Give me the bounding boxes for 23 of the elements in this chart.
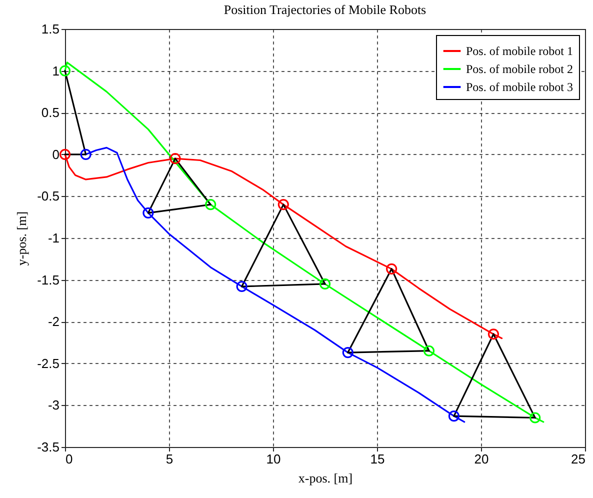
y-tick-label: -3.5 bbox=[37, 440, 60, 454]
legend-label: Pos. of mobile robot 3 bbox=[466, 80, 573, 94]
x-tick-label: 20 bbox=[474, 452, 489, 466]
y-tick-label: 1 bbox=[52, 63, 60, 78]
chart-title: Position Trajectories of Mobile Robots bbox=[224, 2, 426, 17]
y-tick-label: 0.5 bbox=[41, 105, 60, 120]
y-tick-label: 0 bbox=[52, 146, 60, 162]
x-tick-label: 10 bbox=[266, 452, 281, 466]
y-tick-label: -1.5 bbox=[37, 272, 60, 288]
y-tick-label: -2 bbox=[48, 314, 60, 330]
y-tick-label: -1 bbox=[48, 230, 60, 246]
y-tick-label: 1.5 bbox=[41, 22, 60, 36]
y-tick-label: -2.5 bbox=[37, 356, 60, 371]
y-axis-title: y-pos. [m] bbox=[14, 211, 30, 266]
x-tick-label: 15 bbox=[370, 452, 385, 466]
x-tick-label: 5 bbox=[166, 452, 174, 466]
y-tick-label: -0.5 bbox=[37, 188, 60, 204]
x-axis-title: x-pos. [m] bbox=[298, 470, 353, 486]
legend-label: Pos. of mobile robot 2 bbox=[466, 62, 573, 76]
legend-label: Pos. of mobile robot 1 bbox=[466, 44, 573, 58]
x-tick-label: 25 bbox=[571, 452, 586, 466]
x-tick-label: 0 bbox=[66, 452, 73, 466]
y-tick-label: -3 bbox=[48, 398, 60, 413]
